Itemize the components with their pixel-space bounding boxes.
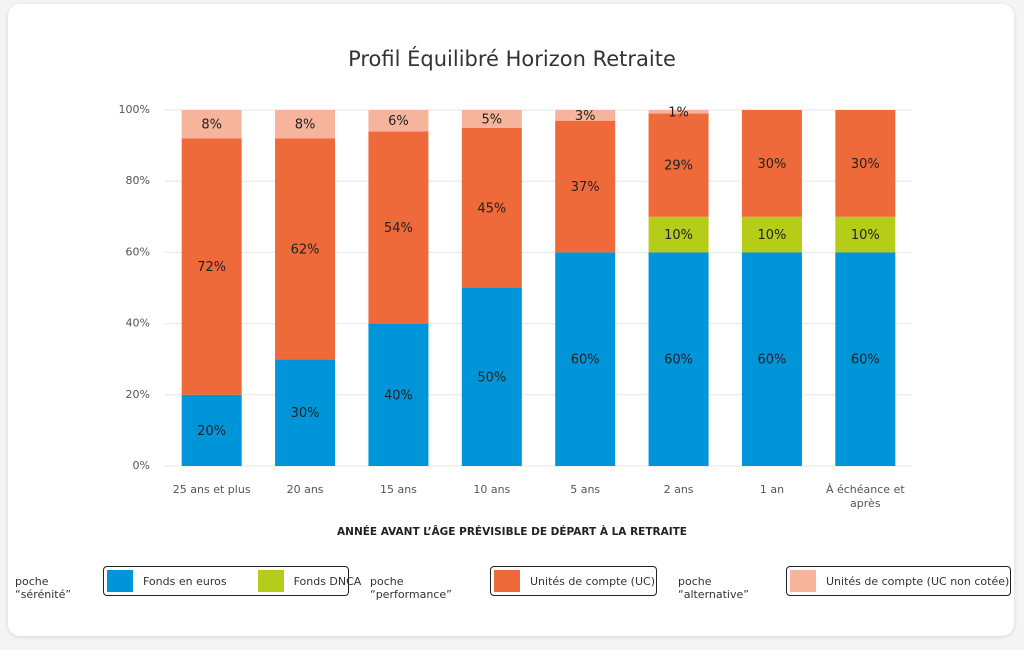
bar-segment	[648, 216, 709, 253]
value-label: 54%	[384, 221, 413, 236]
bar-segment	[741, 216, 802, 253]
legend-label: Unités de compte (UC)	[530, 574, 656, 588]
bar-segment	[181, 394, 242, 466]
x-axis-title: ANNÉE AVANT L’ÂGE PRÉVISIBLE DE DÉPART À…	[337, 525, 687, 538]
legend-group-label: poche “sérénité”	[15, 575, 72, 601]
legend-label: Unités de compte (UC non cotée)	[826, 574, 1010, 588]
bar-segment	[368, 110, 429, 132]
value-label: 40%	[384, 388, 413, 403]
value-label: 60%	[571, 353, 600, 368]
legend-box: Unités de compte (UC non cotée)	[786, 566, 1011, 596]
bar-segment	[461, 127, 522, 288]
x-tick-label: 15 ans	[379, 483, 417, 496]
bar-segment	[461, 110, 522, 128]
legend-item: Unités de compte (UC non cotée)	[787, 570, 1009, 592]
x-tick-label: 25 ans et plus	[172, 483, 251, 496]
bar-segment	[648, 110, 709, 114]
bar-segment	[555, 120, 616, 253]
x-tick-label: 10 ans	[473, 483, 511, 496]
value-label: 29%	[664, 159, 693, 174]
value-label: 30%	[757, 157, 786, 172]
x-tick-label: 5 ans	[570, 483, 601, 496]
bar-segment	[275, 138, 336, 360]
legend-item: Unités de compte (UC)	[491, 570, 655, 592]
y-tick-label: 100%	[119, 103, 150, 116]
value-label: 37%	[571, 180, 600, 195]
bar-segment	[181, 138, 242, 395]
y-tick-label: 40%	[126, 317, 150, 330]
bar-segment	[461, 288, 522, 466]
bar-segment	[835, 252, 896, 466]
legend-swatch	[494, 570, 520, 592]
bar-segment	[275, 359, 336, 466]
y-tick-label: 80%	[126, 174, 150, 187]
y-tick-label: 20%	[126, 388, 150, 401]
value-label: 10%	[757, 228, 786, 243]
value-label: 60%	[757, 353, 786, 368]
legend-swatch	[107, 570, 133, 592]
value-label: 3%	[575, 109, 596, 124]
bar-segment	[181, 110, 242, 139]
value-label: 1%	[668, 105, 689, 120]
legend-group-label: poche “performance”	[370, 575, 452, 601]
bar-segment	[648, 113, 709, 217]
value-label: 62%	[291, 242, 320, 257]
value-label: 10%	[851, 228, 880, 243]
value-label: 30%	[291, 406, 320, 421]
value-label: 45%	[477, 201, 506, 216]
value-label: 6%	[388, 114, 409, 129]
x-tick-label: 20 ans	[286, 483, 324, 496]
x-tick-label: À échéance et après	[825, 483, 905, 510]
value-label: 10%	[664, 228, 693, 243]
legend-item: Fonds DNCA	[255, 570, 362, 592]
chart-title: Profil Équilibré Horizon Retraite	[348, 46, 676, 71]
legend-item: Fonds en euros	[104, 570, 241, 592]
legend-swatch	[257, 570, 284, 592]
value-label: 50%	[477, 371, 506, 386]
value-label: 72%	[197, 260, 226, 275]
bar-segment	[835, 110, 896, 217]
legend-label: Fonds en euros	[143, 574, 227, 588]
y-tick-label: 60%	[126, 245, 150, 258]
value-label: 8%	[201, 118, 222, 133]
value-label: 20%	[197, 424, 226, 439]
legend-label: Fonds DNCA	[293, 574, 362, 588]
x-tick-label: 2 ans	[663, 483, 694, 496]
bar-segment	[275, 110, 336, 139]
legend-group-label: poche “alternative”	[678, 575, 749, 601]
bar-segment	[835, 216, 896, 253]
bar-segment	[741, 252, 802, 466]
bar-segment	[648, 252, 709, 466]
value-label: 8%	[295, 118, 316, 133]
x-tick-label: 1 an	[759, 483, 785, 496]
legend-swatch	[790, 570, 816, 592]
bar-segment	[368, 131, 429, 324]
bar-segment	[368, 323, 429, 466]
value-label: 60%	[851, 353, 880, 368]
legend-box: Fonds en euros Fonds DNCA	[103, 566, 361, 596]
bar-segment	[555, 252, 616, 466]
value-label: 5%	[482, 112, 503, 127]
legend-box: Unités de compte (UC)	[490, 566, 657, 596]
bar-segment	[741, 110, 802, 217]
y-tick-label: 0%	[133, 459, 150, 472]
value-label: 30%	[851, 157, 880, 172]
value-label: 60%	[664, 353, 693, 368]
bar-segment	[555, 110, 616, 121]
